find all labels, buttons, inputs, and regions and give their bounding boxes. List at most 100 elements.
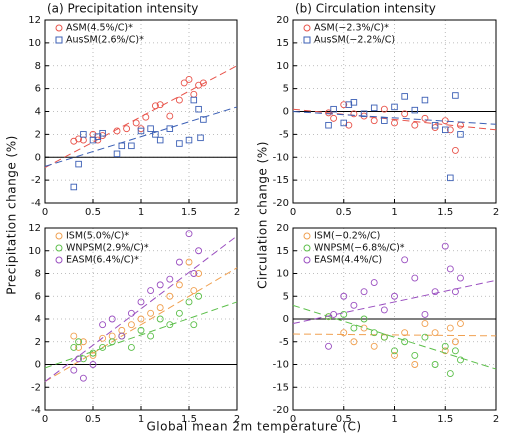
point: [340, 101, 348, 109]
point: [99, 343, 107, 351]
point: [147, 287, 155, 295]
point: [350, 338, 358, 346]
x-tick-label: 1: [391, 207, 397, 218]
y-tick-label: 2: [35, 337, 41, 348]
legend-marker: [303, 256, 311, 264]
legend-label: WNPSM(−6.8%/C)*: [314, 243, 405, 254]
point: [127, 343, 135, 351]
point: [340, 329, 348, 337]
point: [442, 126, 449, 134]
y-tick-label: 5: [283, 84, 289, 95]
point: [451, 146, 459, 154]
legend-marker: [55, 232, 63, 240]
y-tick-label: 10: [276, 269, 289, 280]
point: [360, 315, 368, 323]
point: [401, 110, 409, 118]
point: [370, 279, 378, 287]
x-tick-label: 1: [391, 414, 397, 425]
point: [108, 332, 116, 340]
legend-label: ISM(5.0%/C)*: [66, 231, 129, 242]
x-tick-label: 1: [138, 414, 144, 425]
point: [185, 258, 193, 266]
point: [195, 270, 203, 277]
point: [197, 134, 204, 142]
point: [89, 351, 97, 359]
point: [94, 133, 102, 140]
point: [80, 131, 87, 138]
point: [79, 374, 87, 382]
point: [195, 105, 202, 113]
y-axis-label: Precipitation change (%): [5, 135, 19, 295]
point: [175, 281, 183, 289]
point: [441, 347, 449, 355]
point: [421, 311, 429, 318]
point: [152, 131, 159, 138]
point: [380, 105, 388, 113]
trend-line: [292, 304, 497, 370]
x-tick-label: 0: [42, 414, 48, 425]
point: [350, 99, 358, 106]
point: [127, 321, 135, 329]
point: [166, 275, 174, 283]
point: [447, 174, 454, 182]
plot-frame: [292, 227, 497, 411]
point: [451, 347, 459, 355]
point: [380, 333, 388, 341]
point: [70, 343, 78, 351]
point: [457, 121, 464, 129]
point: [166, 321, 174, 329]
point: [345, 121, 353, 129]
point: [195, 247, 203, 255]
y-tick-label: 0: [35, 360, 41, 371]
point: [118, 332, 126, 340]
y-tick-label: 20: [276, 223, 289, 234]
point: [180, 79, 188, 87]
point: [421, 320, 429, 327]
trend-line: [292, 333, 497, 337]
y-tick-label: 0: [35, 152, 41, 163]
point: [391, 292, 398, 300]
point: [108, 315, 116, 323]
trend-line: [292, 111, 497, 125]
point: [190, 287, 198, 295]
point: [185, 136, 193, 144]
point: [421, 114, 429, 122]
x-tick-label: 0: [42, 207, 48, 218]
point: [452, 92, 459, 99]
point: [185, 230, 193, 238]
point: [441, 342, 449, 350]
point: [128, 142, 135, 150]
point: [190, 321, 198, 329]
y-tick-label: -2: [31, 175, 41, 186]
legend-label: WNPSM(2.9%/C)*: [66, 243, 149, 254]
point: [137, 326, 145, 334]
y-tick-label: 4: [35, 314, 41, 325]
point: [360, 288, 368, 296]
point: [132, 119, 140, 127]
point: [75, 160, 82, 168]
y-tick-label: 4: [35, 107, 41, 118]
point: [70, 332, 78, 340]
point: [325, 342, 332, 350]
point: [370, 104, 378, 112]
point: [421, 333, 429, 341]
y-tick-label: 8: [35, 269, 41, 280]
point: [137, 315, 145, 323]
trend-line: [44, 301, 238, 369]
x-tick-label: 2: [234, 414, 240, 425]
point: [457, 131, 464, 138]
point: [137, 127, 145, 135]
point: [156, 136, 164, 144]
y-tick-label: -4: [31, 198, 41, 209]
panel-title: (b) Circulation intensity: [295, 2, 436, 16]
point: [391, 351, 398, 359]
trend-line: [44, 267, 238, 382]
point: [431, 288, 439, 296]
legend-marker: [55, 244, 63, 252]
point: [190, 96, 198, 104]
point: [99, 129, 106, 137]
y-tick-label: 10: [28, 38, 41, 49]
point: [411, 361, 419, 368]
point: [127, 309, 135, 317]
point: [431, 329, 439, 337]
